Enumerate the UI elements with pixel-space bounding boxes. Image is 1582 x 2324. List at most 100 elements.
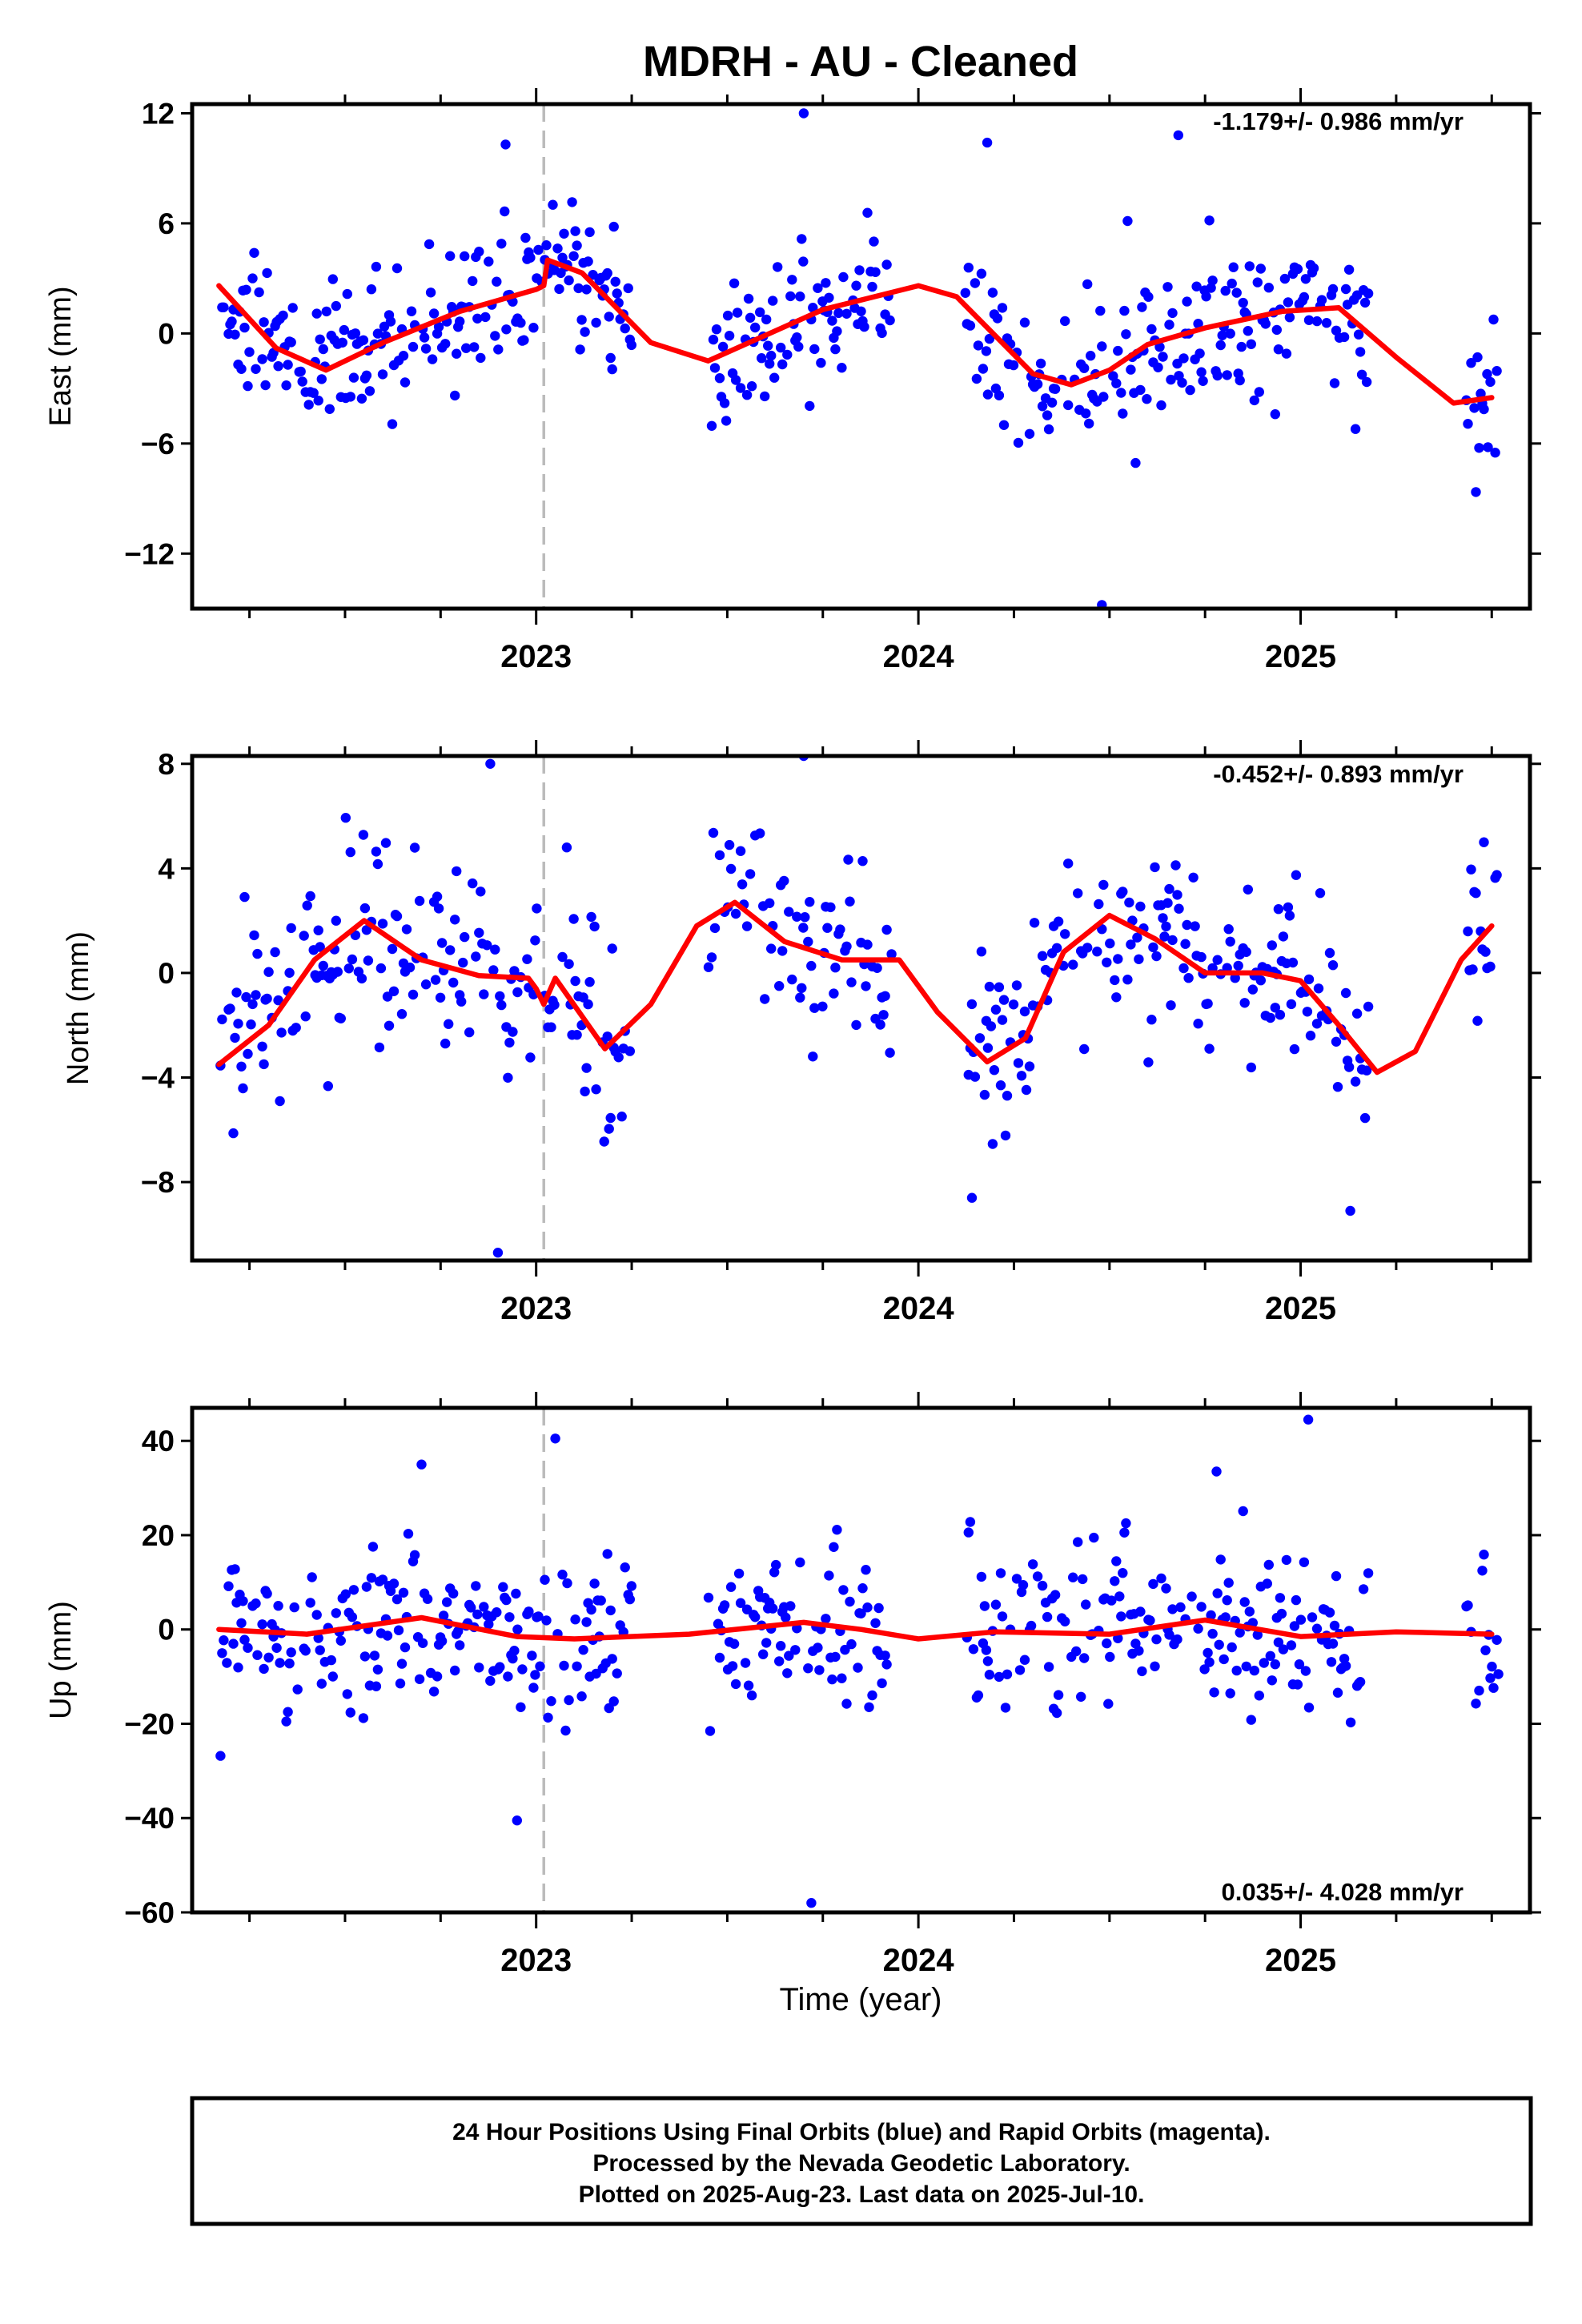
data-point [873,1602,884,1614]
data-point [1313,983,1324,994]
data-point [476,887,486,897]
data-point [236,364,247,374]
data-point [358,335,369,345]
data-point [805,897,815,907]
data-point [420,979,432,990]
data-point [1011,1574,1022,1584]
data-point [238,1596,248,1606]
data-point [468,878,478,889]
data-point [1053,1690,1064,1700]
data-point [1239,998,1250,1008]
data-point [576,1691,587,1702]
data-point [843,854,853,865]
data-point [1355,1677,1366,1687]
data-point [869,236,879,247]
data-point [391,263,403,274]
data-point [602,1549,612,1559]
data-point [453,1626,464,1637]
data-point [243,1642,253,1653]
data-point [703,962,714,972]
data-point [990,1004,1002,1015]
footer-box: 24 Hour Positions Using Final Orbits (bl… [190,2096,1533,2226]
data-point [1153,362,1163,372]
data-point [963,1527,974,1538]
data-point [1324,1607,1335,1618]
data-point [249,930,259,941]
data-point [605,1112,616,1124]
data-point [1011,980,1022,991]
data-point [511,1588,521,1599]
data-point [287,303,298,313]
data-point [361,1582,372,1592]
rate-annotation: -0.452+/- 0.893 mm/yr [1213,760,1464,788]
data-point [243,1048,253,1059]
data-point [832,1525,842,1535]
data-point [512,1815,522,1826]
data-point [1287,957,1299,968]
data-point [364,386,375,396]
data-point [832,326,842,336]
data-point [1076,1691,1086,1702]
data-point [1231,287,1242,298]
data-point [345,392,355,402]
data-point [1284,911,1295,921]
data-point [1102,1638,1112,1649]
data-point [1235,1627,1245,1638]
data-point [824,1570,834,1581]
data-point [1222,1595,1232,1606]
data-point [620,323,630,334]
data-point [1359,297,1371,308]
data-point [1243,326,1254,336]
data-point [1051,1707,1062,1719]
data-point [286,337,296,348]
data-point [620,1562,630,1573]
data-point [359,903,371,914]
data-point [420,344,432,354]
data-point [408,989,419,1000]
data-point [1469,403,1480,413]
data-point [572,1030,582,1040]
data-point [1082,279,1093,290]
data-point [573,283,584,294]
data-point [768,1603,778,1614]
data-point [1343,264,1355,275]
data-point [1359,1112,1371,1124]
data-point [1278,1644,1289,1655]
data-point [442,1597,452,1607]
data-point [825,902,836,913]
data-point [1118,887,1128,897]
data-point [1222,370,1232,380]
data-point [1037,1580,1048,1591]
data-point [331,1608,341,1618]
data-point [776,1641,786,1651]
data-point [391,1594,403,1605]
data-point [262,1588,272,1599]
data-point [387,419,398,429]
data-point [1329,378,1340,388]
data-point [377,369,388,380]
data-point [841,941,852,952]
data-point [366,1573,377,1583]
data-point [965,1517,976,1527]
model-fit-line [216,257,1495,406]
data-point [262,993,272,1004]
data-point [395,1679,406,1689]
data-point [1358,1584,1369,1594]
data-point [857,1583,868,1594]
data-point [1103,1699,1114,1709]
data-point [830,344,841,355]
data-point [829,988,839,999]
data-point [474,1663,484,1673]
data-point [219,1635,229,1646]
data-point [1135,384,1146,396]
data-point [567,197,577,207]
data-point [1471,888,1481,899]
data-point [1327,283,1339,295]
data-point [626,1581,636,1591]
data-point [227,316,237,327]
y-tick-label: 8 [158,748,175,781]
data-point [1276,1608,1287,1619]
data-point [798,923,809,933]
data-point [580,327,590,337]
data-point [1279,273,1291,284]
